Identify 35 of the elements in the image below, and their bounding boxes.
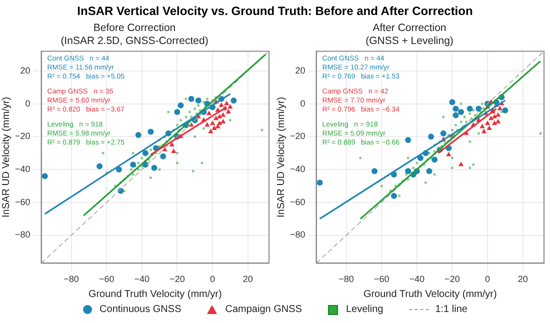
chart-subtitle: After Correction (GNSS + Leveling) — [366, 22, 454, 47]
y-tick-label: −60 — [290, 196, 306, 207]
y-tick-label: −80 — [14, 230, 30, 240]
x-tick-label: −80 — [338, 274, 354, 284]
y-tick-label: −80 — [290, 230, 306, 240]
x-tick-label: −80 — [64, 274, 79, 284]
y-tick-label: 0 — [25, 98, 30, 108]
x-tick-label: −20 — [444, 274, 460, 284]
chart-title: InSAR Vertical Velocity vs. Ground Truth: Before and After Correction — [76, 3, 474, 20]
y-tick-label: −20 — [14, 131, 30, 142]
x-tick-label: 0 — [210, 274, 216, 284]
y-axis-title: InSAR UD Velocity (mm/yr) — [276, 96, 287, 218]
y-tick-label: −20 — [290, 131, 306, 142]
legend-label: Campaign GNSS — [225, 304, 302, 315]
x-tick-label: −60 — [374, 274, 390, 284]
y-tick-label: −40 — [14, 164, 30, 174]
x-tick-label: −60 — [98, 274, 114, 284]
y-tick-label: 0 — [300, 98, 306, 108]
legend-label: Leveling — [346, 304, 384, 315]
x-axis-title: Ground Truth Velocity (mm/yr) — [363, 288, 497, 300]
legend-label: Continuous GNSS — [100, 304, 182, 315]
y-axis-title: InSAR UD Velocity (mm/yr) — [0, 96, 12, 218]
x-axis-title: Ground Truth Velocity (mm/yr) — [88, 288, 222, 300]
legend-label: 1:1 line — [435, 304, 468, 315]
x-tick-label: 20 — [518, 274, 528, 284]
chart-subtitle: Before Correction (InSAR 2.5D, GNSS-Corrected) — [60, 22, 208, 47]
x-tick-label: −40 — [409, 274, 425, 284]
y-tick-label: −40 — [290, 164, 306, 174]
x-tick-label: −20 — [170, 274, 185, 284]
x-tick-label: 20 — [242, 274, 253, 284]
x-tick-label: 0 — [485, 274, 490, 284]
y-tick-label: 20 — [295, 65, 306, 76]
y-tick-label: 20 — [20, 65, 30, 76]
y-tick-label: −60 — [14, 196, 30, 207]
x-tick-label: −40 — [134, 274, 150, 284]
